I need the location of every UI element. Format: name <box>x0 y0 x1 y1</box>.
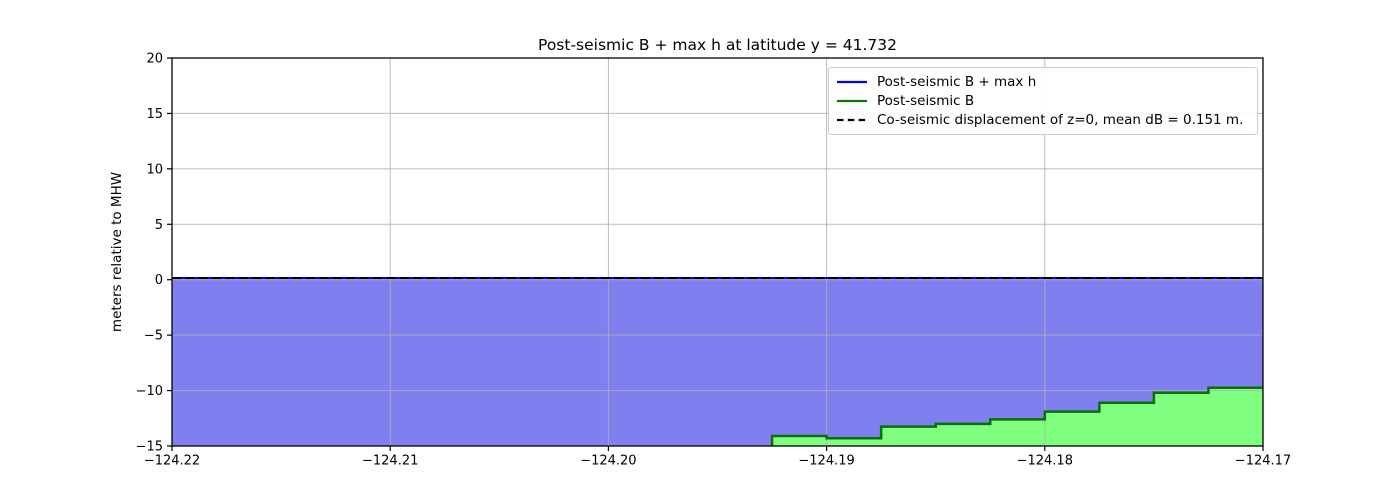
x-tick-label: −124.20 <box>580 454 636 469</box>
legend-label: Co-seismic displacement of z=0, mean dB … <box>877 112 1244 129</box>
legend-label: Post-seismic B + max h <box>877 73 1037 90</box>
legend-line-sample <box>837 119 867 122</box>
legend-entry-co-seismic-displacement-of-z-0-mean-db-0-151-m: Co-seismic displacement of z=0, mean dB … <box>837 111 1249 130</box>
legend-entry-post-seismic-b-max-h: Post-seismic B + max h <box>837 72 1249 91</box>
legend-line-sample <box>837 99 867 103</box>
y-tick-label: 5 <box>155 218 163 233</box>
legend-line-sample <box>837 80 867 83</box>
legend: Post-seismic B + max h Post-seismic B Co-s… <box>828 67 1258 135</box>
axes-spines <box>171 57 1264 447</box>
y-axis-label: meters relative to MHW <box>109 171 125 333</box>
x-tick-label: −124.22 <box>144 454 200 469</box>
y-tick-label: −15 <box>136 440 163 455</box>
series-line-post-seismic-b <box>770 386 1263 446</box>
chart-title: Post-seismic B + max h at latitude y = 4… <box>538 36 897 54</box>
y-tick-label: 15 <box>146 107 163 122</box>
legend-entry-post-seismic-b: Post-seismic B <box>837 91 1249 110</box>
x-tick-label: −124.19 <box>798 454 854 469</box>
x-tick-label: −124.21 <box>362 454 418 469</box>
x-tick-label: −124.17 <box>1235 454 1291 469</box>
y-tick-label: 10 <box>146 162 163 177</box>
legend-label: Post-seismic B <box>877 92 975 109</box>
y-tick-label: −5 <box>144 329 163 344</box>
area-fill-post-seismic-b <box>772 387 1263 446</box>
y-tick-label: −10 <box>136 384 163 399</box>
y-tick-label: 0 <box>155 273 163 288</box>
x-tick-label: −124.18 <box>1017 454 1073 469</box>
y-tick-label: 20 <box>146 52 163 67</box>
area-fill-post-seismic-b-max-h <box>172 278 1263 446</box>
